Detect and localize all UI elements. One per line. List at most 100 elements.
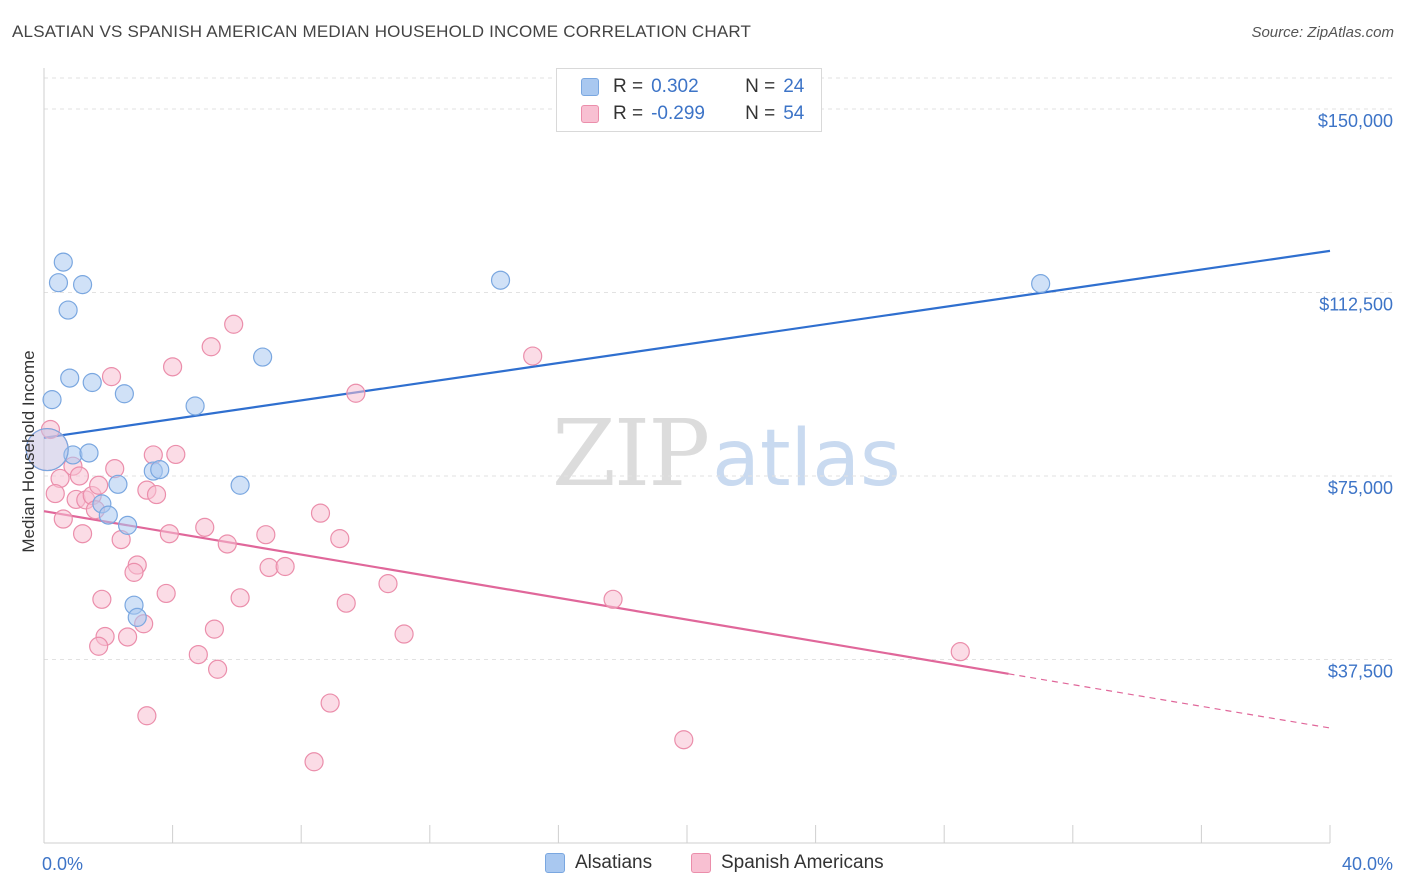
y-tick-label: $37,500 [1328, 661, 1393, 681]
data-point [92, 589, 112, 609]
legend-r-value: -0.299 [651, 103, 705, 124]
legend-row-alsatians: R = 0.302 N = 24 [581, 75, 804, 99]
data-point [79, 443, 99, 463]
data-point [259, 557, 279, 578]
legend-swatch-alsatians [581, 78, 599, 96]
data-point [603, 589, 623, 609]
data-point [82, 372, 102, 393]
data-point [490, 270, 511, 290]
data-point [89, 475, 109, 495]
data-point [146, 484, 167, 505]
source-label: Source: ZipAtlas.com [1251, 24, 1394, 41]
data-point [330, 529, 350, 549]
y-tick-label: $150,000 [1318, 111, 1393, 131]
trend-line [43, 510, 1009, 675]
legend-n-value: 54 [783, 103, 805, 124]
data-point [89, 636, 109, 656]
x-tick-label: 0.0% [42, 854, 83, 874]
data-point [53, 509, 73, 529]
data-point [256, 525, 276, 545]
axis-labels: $37,500 $75,000 $112,500 $150,000 0.0% 40.0% M… [19, 111, 1393, 874]
data-point [378, 574, 398, 594]
axes [43, 68, 1331, 844]
data-point [166, 444, 186, 465]
legend-row-spanish-americans: R = -0.299 N = 54 [581, 102, 804, 126]
data-point [108, 474, 128, 494]
correlation-legend: R = 0.302 N = 24 R = -0.299 N = 54 [556, 68, 822, 132]
data-point [117, 627, 138, 647]
bottom-legend-label-spanish-americans: Spanish Americans [721, 852, 884, 873]
data-point [42, 390, 62, 410]
data-point [950, 642, 970, 662]
data-point [674, 730, 694, 750]
data-point [217, 534, 237, 554]
data-points [25, 252, 1051, 772]
legend-r-label: R = [613, 103, 644, 124]
data-point [304, 752, 324, 772]
bottom-legend-swatch-alsatians [545, 853, 565, 873]
data-point [253, 347, 273, 367]
data-point [72, 275, 93, 295]
data-point [150, 460, 170, 480]
data-point [127, 607, 147, 627]
trend-line-extension [1008, 673, 1331, 729]
data-point [185, 396, 205, 416]
data-point [101, 367, 122, 387]
data-point [523, 346, 543, 366]
data-point [60, 368, 80, 388]
legend-n-value: 24 [783, 76, 805, 97]
y-tick-label: $75,000 [1328, 478, 1393, 498]
bottom-legend-swatch-spanish-americans [691, 853, 711, 873]
bottom-legend-label-alsatians: Alsatians [575, 852, 653, 873]
grid-lines [44, 77, 1395, 660]
data-point [58, 300, 78, 320]
legend-n-label: N = [745, 103, 776, 124]
chart-title: ALSATIAN VS SPANISH AMERICAN MEDIAN HOUS… [12, 22, 752, 41]
y-axis-label: Median Household Income [19, 350, 38, 552]
data-point [201, 337, 221, 357]
data-point [336, 593, 356, 613]
data-point [156, 583, 176, 604]
data-point [394, 624, 414, 644]
data-point [204, 619, 224, 639]
legend-r-value: 0.302 [651, 76, 699, 97]
trend-lines [43, 249, 1331, 729]
bottom-legend-alsatians: Alsatians [545, 852, 652, 874]
data-point [275, 556, 295, 577]
data-point [124, 562, 144, 582]
legend-swatch-spanish-americans [581, 105, 599, 123]
legend-r-label: R = [613, 76, 644, 97]
data-point [137, 706, 157, 726]
data-point [72, 524, 93, 544]
data-point [188, 644, 208, 665]
data-point [53, 252, 73, 272]
data-point [224, 314, 244, 334]
data-point [195, 517, 215, 537]
data-point [346, 383, 366, 403]
x-tick-label: 40.0% [1342, 854, 1393, 874]
data-point [320, 693, 340, 713]
data-point [230, 475, 250, 495]
data-point [208, 659, 228, 679]
data-point [117, 515, 138, 535]
data-point [48, 273, 69, 293]
data-point [114, 384, 134, 404]
bottom-legend-spanish-americans: Spanish Americans [691, 852, 884, 874]
watermark: ZIPatlas [552, 400, 901, 507]
data-point [163, 357, 183, 377]
data-point [105, 459, 125, 479]
data-point [69, 466, 89, 486]
data-point [98, 505, 118, 525]
legend-n-label: N = [745, 76, 776, 97]
data-point [310, 503, 331, 523]
data-point [45, 483, 65, 504]
watermark-atlas: atlas [712, 414, 901, 504]
data-point [25, 427, 69, 472]
data-point [230, 588, 250, 608]
trend-line [43, 249, 1331, 439]
watermark-zip: ZIP [552, 400, 710, 507]
data-point [1031, 274, 1051, 294]
data-point [159, 524, 179, 544]
y-tick-label: $112,500 [1319, 294, 1393, 314]
